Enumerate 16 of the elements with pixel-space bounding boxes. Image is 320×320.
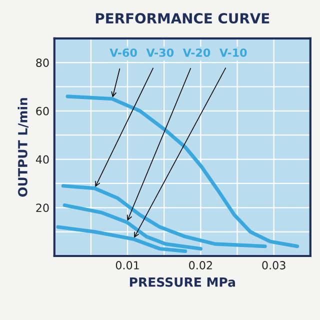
x-tick-label: 0.02 — [189, 261, 212, 270]
y-tick-label: 20 — [36, 204, 49, 212]
chart-title: PERFORMANCE CURVE — [96, 13, 270, 24]
text: V-60 — [110, 48, 137, 57]
line-series — [66, 94, 300, 248]
text: V-10 — [219, 48, 247, 57]
x-axis-title: PRESSURE MPa — [130, 277, 235, 287]
line-series — [61, 184, 267, 248]
y-tick-label: 40 — [36, 155, 49, 164]
y-axis-title: OUTPUT L/min — [18, 98, 28, 197]
y-tick-label: 80 — [36, 58, 49, 67]
x-tick-label: 0.01 — [116, 261, 139, 270]
x-tick-label: 0.03 — [262, 261, 286, 270]
y-tick-label: 60 — [36, 106, 49, 116]
text: V-30 — [146, 48, 174, 57]
text: V-20 — [182, 48, 210, 57]
